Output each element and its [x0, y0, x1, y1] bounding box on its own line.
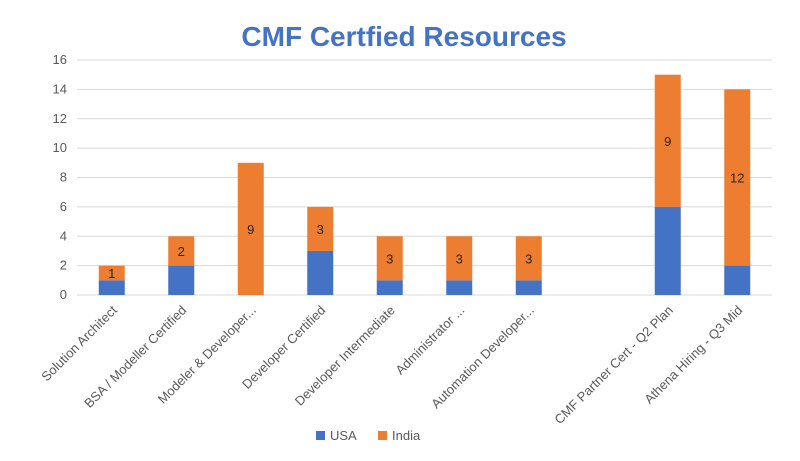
- data-label: 12: [730, 171, 744, 186]
- bar-usa: [724, 265, 751, 295]
- chart-title: CMF Certfied Resources: [241, 21, 566, 52]
- data-label: 1: [108, 266, 115, 281]
- bar-india: [654, 74, 681, 207]
- bar-usa: [168, 265, 195, 295]
- y-tick-label: 16: [53, 52, 67, 67]
- x-tick-label: CMF Partner Cert - Q2 Plan: [551, 303, 676, 428]
- y-tick-label: 2: [60, 258, 67, 273]
- y-tick-label: 0: [60, 287, 67, 302]
- y-tick-label: 10: [53, 140, 67, 155]
- bar-usa: [446, 280, 473, 295]
- bar-india: [168, 236, 195, 266]
- bar-india: [98, 265, 125, 281]
- data-label: 3: [386, 251, 393, 266]
- x-tick-label: Administrator ...: [392, 303, 467, 378]
- legend: USA India: [316, 428, 421, 443]
- data-label: 3: [317, 222, 324, 237]
- y-tick-label: 6: [60, 199, 67, 214]
- y-tick-label: 8: [60, 170, 67, 185]
- y-tick-label: 12: [53, 111, 67, 126]
- legend-swatch-usa: [316, 431, 325, 440]
- data-label: 9: [247, 222, 254, 237]
- data-label: 3: [525, 251, 532, 266]
- bar-usa: [654, 206, 681, 295]
- bars: [98, 74, 751, 295]
- y-axis: 0 2 4 6 8 10 12 14 16: [53, 52, 67, 302]
- bar-usa: [515, 280, 542, 295]
- data-label: 9: [664, 134, 671, 149]
- legend-label-usa: USA: [330, 428, 357, 443]
- legend-swatch-india: [378, 431, 387, 440]
- bar-india: [724, 89, 751, 266]
- x-tick-label: Solution Architect: [38, 302, 120, 384]
- bar-usa: [376, 280, 403, 295]
- bar-usa: [307, 250, 334, 295]
- bar-usa: [98, 280, 125, 295]
- data-label: 3: [456, 251, 463, 266]
- legend-label-india: India: [392, 428, 421, 443]
- bar-india: [307, 206, 334, 251]
- bar-india: [376, 236, 403, 281]
- y-tick-label: 4: [60, 228, 67, 243]
- bar-india: [237, 162, 264, 295]
- bar-india: [446, 236, 473, 281]
- data-label: 2: [178, 244, 185, 259]
- y-tick-label: 14: [53, 81, 67, 96]
- bar-india: [515, 236, 542, 281]
